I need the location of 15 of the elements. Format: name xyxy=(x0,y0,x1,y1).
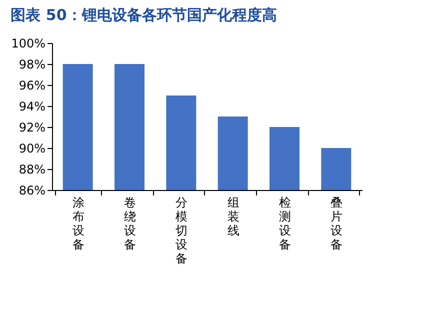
y-tick-label: 88% xyxy=(18,162,46,176)
x-tick-label: 分模切设备 xyxy=(176,196,188,266)
y-tick-label: 96% xyxy=(18,78,46,92)
x-tick-label: 检测设备 xyxy=(279,196,291,252)
y-tick-label: 98% xyxy=(18,58,46,72)
y-tick-label: 94% xyxy=(18,100,46,114)
chart-title: 图表 50：锂电设备各环节国产化程度高 xyxy=(10,6,277,24)
x-tick-label: 组装线 xyxy=(227,196,240,238)
y-tick-label: 100% xyxy=(11,36,46,50)
x-tick-label: 涂布设备 xyxy=(72,196,84,252)
x-tick-label: 卷绕设备 xyxy=(124,196,136,252)
y-tick-label: 86% xyxy=(18,184,46,198)
y-tick-label: 92% xyxy=(18,120,46,134)
x-tick-label: 叠片设备 xyxy=(330,196,343,252)
y-tick-label: 90% xyxy=(18,142,46,156)
